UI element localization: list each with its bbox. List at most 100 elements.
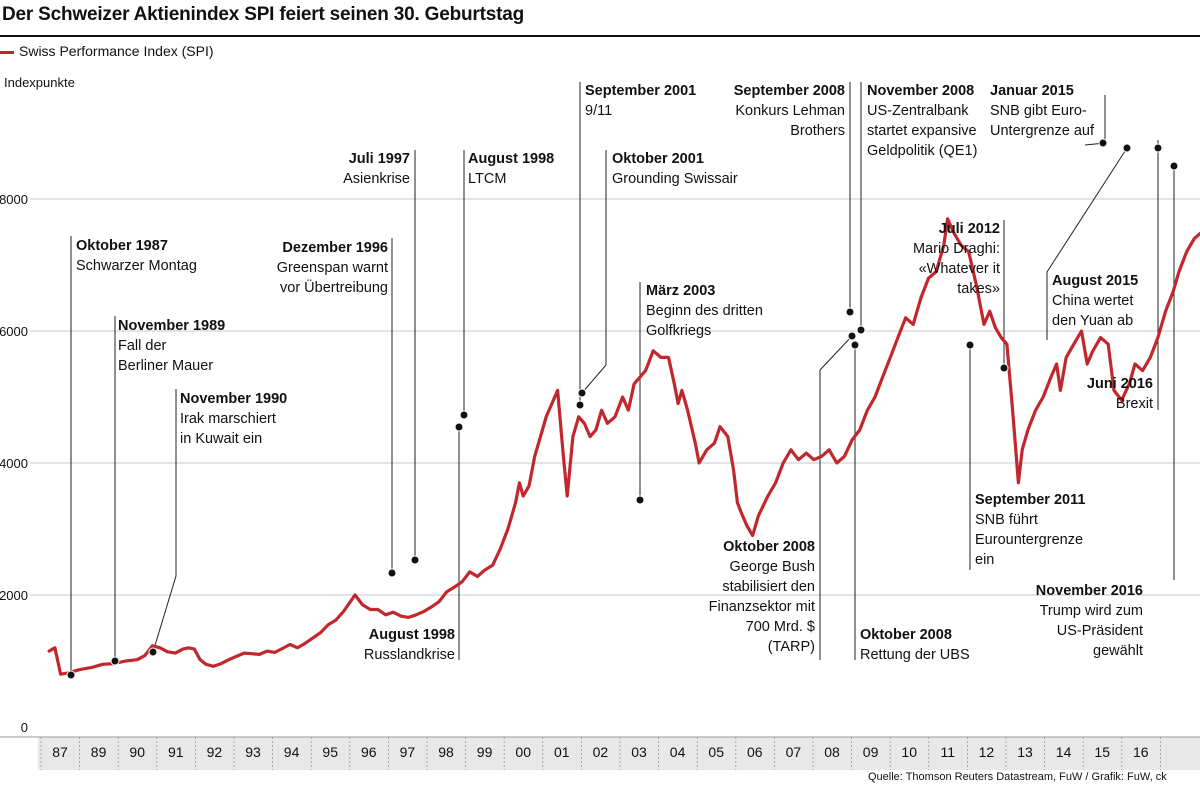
event-description: Golfkriegs	[646, 323, 711, 339]
event-title: September 2001	[585, 83, 696, 99]
event-marker	[1153, 143, 1163, 153]
leader-line	[1046, 147, 1128, 273]
event-description: Berliner Mauer	[118, 358, 213, 374]
event-marker	[850, 340, 860, 350]
event-marker	[856, 325, 866, 335]
x-tick-label: 03	[631, 744, 647, 760]
x-tick-label: 10	[901, 744, 917, 760]
x-tick-label: 91	[168, 744, 184, 760]
event-description: Beginn des dritten	[646, 303, 763, 319]
x-tick-label: 00	[515, 744, 531, 760]
event-marker	[1169, 161, 1179, 171]
event-description: SNB gibt Euro-	[990, 103, 1087, 119]
event-description: Euro­untergrenze	[975, 532, 1083, 548]
x-tick-label: 07	[786, 744, 802, 760]
y-tick-label: 4000	[0, 456, 28, 471]
event-description: Untergrenze auf	[990, 123, 1095, 139]
marker-layer	[66, 138, 1179, 680]
event-title: August 2015	[1052, 273, 1138, 289]
x-tick-label: 09	[863, 744, 879, 760]
event-title: September 2008	[734, 83, 845, 99]
event-title: März 2003	[646, 283, 715, 299]
leader-line	[819, 335, 853, 371]
legend-swatch	[0, 50, 14, 54]
y-tick-label: 2000	[0, 588, 28, 603]
event-description: Schwarzer Montag	[76, 258, 197, 274]
annotation-layer: Oktober 1987 Schwarzer Montag November 198…	[76, 83, 1153, 663]
event-marker	[635, 495, 645, 505]
y-tick-label: 6000	[0, 324, 28, 339]
x-tick-label: 89	[91, 744, 107, 760]
leader-line	[152, 575, 177, 653]
x-tick-label: 93	[245, 744, 261, 760]
event-description: Geldpolitik (QE1)	[867, 143, 977, 159]
event-title: November 2016	[1036, 583, 1143, 599]
event-marker	[66, 670, 76, 680]
event-marker	[999, 363, 1009, 373]
x-tick-label: 99	[477, 744, 493, 760]
x-tick-label: 90	[129, 744, 145, 760]
event-description: Irak marschiert	[180, 411, 276, 427]
event-title: Juli 2012	[939, 221, 1000, 237]
event-marker	[110, 656, 120, 666]
x-tick-label: 05	[708, 744, 724, 760]
event-description: startet expansive	[867, 123, 977, 139]
event-description: Russlandkrise	[364, 647, 455, 663]
event-description: den Yuan ab	[1052, 313, 1133, 329]
event-marker	[459, 410, 469, 420]
event-description: US-Zentralbank	[867, 103, 969, 119]
leader-layer	[70, 82, 1175, 675]
x-tick-label: 87	[52, 744, 68, 760]
event-description: SNB führt	[975, 512, 1038, 528]
event-title: November 1989	[118, 318, 225, 334]
event-description: Greenspan warnt	[277, 260, 388, 276]
event-description: Brothers	[790, 123, 845, 139]
event-description: Brexit	[1116, 396, 1153, 412]
x-tick-label: 01	[554, 744, 570, 760]
event-marker	[575, 400, 585, 410]
event-description: Finanzsektor mit	[709, 599, 815, 615]
event-description: LTCM	[468, 171, 506, 187]
event-description: Mario Draghi:	[913, 241, 1000, 257]
event-description: 9/11	[585, 103, 612, 119]
x-tick-label: 04	[670, 744, 686, 760]
event-title: Juni 2016	[1087, 376, 1153, 392]
event-title: Juli 1997	[349, 151, 410, 167]
y-axis-label: Indexpunkte	[4, 75, 75, 90]
event-description: Trump wird zum	[1040, 603, 1143, 619]
series-layer	[47, 217, 1200, 676]
event-description: George Bush	[730, 559, 815, 575]
event-description: Asienkrise	[343, 171, 410, 187]
y-tick-label: 8000	[0, 192, 28, 207]
source-note: Quelle: Thomson Reuters Datastream, FuW …	[868, 771, 1167, 783]
x-tick-label: 11	[941, 744, 956, 760]
event-marker	[410, 555, 420, 565]
event-description: in Kuwait ein	[180, 431, 262, 447]
event-description: vor Übertreibung	[280, 278, 388, 296]
event-title: Oktober 2008	[860, 627, 952, 643]
event-title: September 2011	[975, 492, 1085, 508]
y-tick-label: 0	[21, 720, 28, 735]
event-title: November 2008	[867, 83, 974, 99]
legend-label: Swiss Performance Index (SPI)	[19, 43, 214, 59]
x-tick-label: 15	[1094, 744, 1110, 760]
legend: Swiss Performance Index (SPI)	[0, 43, 214, 59]
event-marker	[148, 647, 158, 657]
x-tick-label: 06	[747, 744, 763, 760]
event-description: Fall der	[118, 338, 167, 354]
event-marker	[1122, 143, 1132, 153]
x-tick-label: 12	[979, 744, 995, 760]
event-marker	[847, 331, 857, 341]
event-description: «Whatever it	[919, 261, 1000, 277]
x-tick-label: 95	[322, 744, 338, 760]
event-title: November 1990	[180, 391, 287, 407]
x-tick-label: 02	[593, 744, 609, 760]
event-marker	[454, 422, 464, 432]
series-line-spi	[47, 217, 1200, 676]
event-title: Oktober 2001	[612, 151, 704, 167]
x-tick-label: 96	[361, 744, 377, 760]
event-description: stabilisiert den	[722, 579, 815, 595]
x-tick-label: 16	[1133, 744, 1149, 760]
event-marker	[387, 568, 397, 578]
